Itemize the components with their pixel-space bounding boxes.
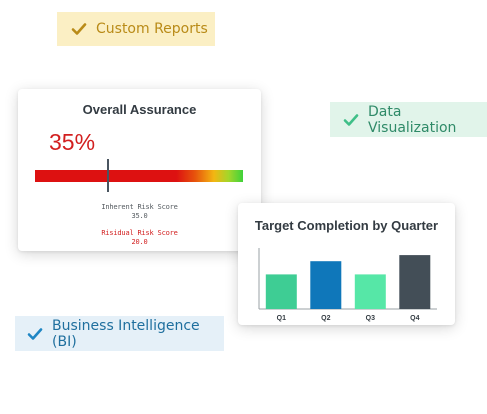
residual-risk-score-label: Risidual Risk Score	[101, 229, 178, 237]
x-tick-label-q1: Q1	[277, 315, 286, 322]
bar-q3	[354, 274, 386, 309]
inherent-risk-score-label: Inherent Risk Score	[101, 203, 178, 211]
target-completion-card: Q1 Q2 Q3 Q4 Target Completion by Quarter	[238, 203, 455, 325]
x-tick-label-q2: Q2	[321, 315, 330, 322]
x-tick-label-q3: Q3	[366, 315, 375, 322]
risk-gauge-bar	[35, 170, 243, 182]
data-visualization-tag: Data Visualization	[330, 102, 487, 137]
overall-assurance-card: Overall Assurance 35% Inherent Risk Scor…	[18, 89, 261, 251]
residual-risk-score-value: 20.0	[131, 238, 148, 246]
inherent-risk-score-value: 35.0	[131, 212, 148, 220]
bar-q4	[399, 255, 431, 309]
assurance-percent: 35%	[49, 129, 96, 155]
business-intelligence-label: Business Intelligence (BI)	[52, 317, 200, 350]
checkmark-icon	[343, 113, 359, 126]
bar-q1	[265, 274, 297, 309]
checkmark-icon	[71, 23, 87, 35]
overall-assurance-title: Overall Assurance	[82, 102, 197, 117]
risk-gauge-marker	[106, 159, 109, 192]
custom-reports-tag: Custom Reports	[57, 12, 215, 46]
x-tick-label-q4: Q4	[410, 315, 419, 322]
custom-reports-label: Custom Reports	[96, 21, 208, 37]
data-visualization-label: Data Visualization	[368, 103, 457, 136]
bar-q2	[310, 261, 342, 309]
target-completion-title: Target Completion by Quarter	[254, 218, 439, 233]
checkmark-icon	[27, 327, 43, 340]
business-intelligence-tag: Business Intelligence (BI)	[15, 316, 224, 351]
target-completion-bar-chart: Q1 Q2 Q3 Q4	[258, 248, 437, 322]
